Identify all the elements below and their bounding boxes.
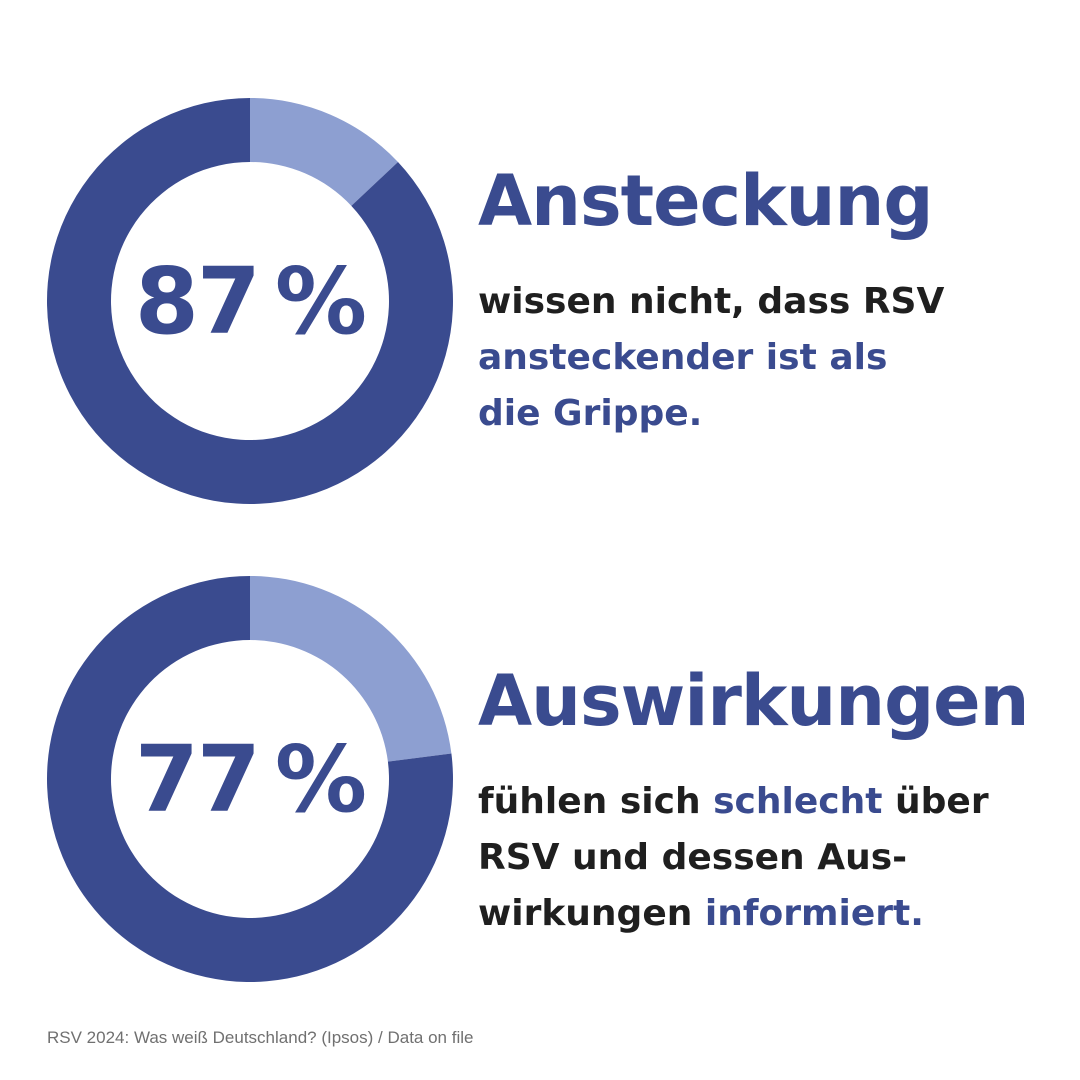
description-auswirkungen: fühlen sich schlecht über RSV und dessen… — [478, 774, 1058, 942]
description-line-1: fühlen sich schlecht über — [478, 774, 1058, 830]
donut-chart-ansteckung: 87% — [46, 98, 454, 505]
donut-slice-remainder — [250, 98, 398, 206]
percent-sign: % — [274, 247, 367, 355]
percentage-label-ansteckung: 87% — [47, 98, 453, 504]
description-ansteckung: wissen nicht, dass RSV ansteckender ist … — [478, 274, 1058, 442]
text-segment: wirkungen — [478, 893, 693, 934]
donut-chart-auswirkungen: 77% — [46, 576, 453, 982]
text-block-ansteckung: Ansteckung wissen nicht, dass RSV anstec… — [478, 166, 1058, 442]
percentage-label-auswirkungen: 77% — [47, 576, 453, 982]
source-note: RSV 2024: Was weiß Deutschland? (Ipsos) … — [47, 1028, 474, 1047]
donut-slice-value — [46, 576, 453, 982]
heading-ansteckung: Ansteckung — [478, 160, 933, 242]
highlight-segment: schlecht — [713, 781, 883, 822]
description-line-1: wissen nicht, dass RSV — [478, 281, 945, 322]
donut-slice-remainder — [250, 576, 452, 762]
description-line-2: ansteckender ist als — [478, 337, 888, 378]
heading-auswirkungen: Auswirkungen — [478, 660, 1030, 742]
percent-sign: % — [274, 725, 367, 833]
description-line-2: RSV und dessen Aus- — [478, 837, 908, 878]
percentage-value: 77 — [134, 725, 261, 833]
percentage-value: 87 — [134, 247, 261, 355]
donut-slice-value — [46, 98, 454, 505]
text-segment: fühlen sich — [478, 781, 701, 822]
text-segment: über — [895, 781, 989, 822]
highlight-segment: informiert. — [704, 893, 924, 934]
donut-svg-auswirkungen — [46, 576, 453, 982]
description-line-3: wirkungen informiert. — [478, 886, 1058, 942]
description-line-3: die Grippe. — [478, 393, 703, 434]
donut-svg-ansteckung — [46, 98, 454, 505]
text-block-auswirkungen: Auswirkungen fühlen sich schlecht über R… — [478, 666, 1058, 942]
